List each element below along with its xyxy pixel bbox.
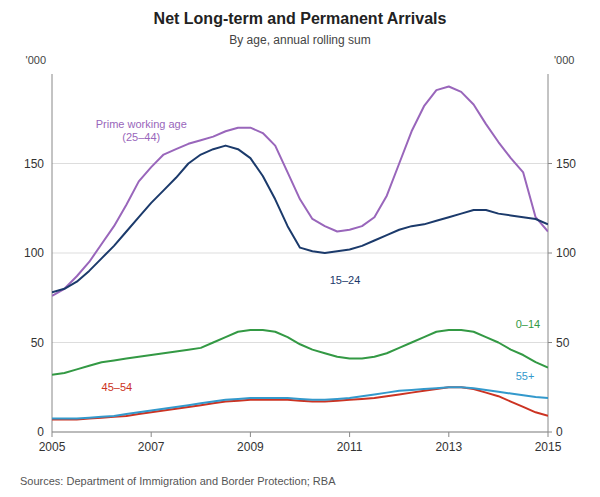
series-label-line: Prime working age (96, 118, 187, 130)
y2-axis-label: '000 (554, 54, 574, 66)
source: Sources: Department of Immigration and B… (20, 475, 336, 487)
y2-tick (548, 253, 552, 254)
series-label-line: (25–44) (122, 131, 160, 143)
x-tick (52, 432, 53, 437)
y2-tick-label: 150 (556, 157, 576, 171)
series-line (52, 87, 548, 296)
y2-tick-label: 100 (556, 246, 576, 260)
series-label: Prime working age(25–44) (96, 118, 187, 143)
x-tick (349, 432, 350, 437)
x-tick-label: 2013 (435, 440, 462, 454)
grid-line (52, 253, 548, 254)
x-tick (448, 432, 449, 437)
grid-line (52, 432, 548, 433)
title: Net Long-term and Permanent Arrivals (154, 10, 447, 27)
series-label-line: 0–14 (516, 318, 540, 330)
y2-tick (548, 432, 552, 433)
y-axis-label: '000 (26, 54, 46, 66)
series-label: 15–24 (330, 274, 361, 286)
x-tick (548, 432, 549, 437)
axes: 0 50 100 150 0 50 100 150 2005 2007 2009 2011 2013 20… (24, 74, 576, 454)
x-tick-label: 2005 (39, 440, 66, 454)
x-tick-label: 2011 (337, 440, 363, 454)
y-axis-line (52, 74, 53, 432)
series-line (52, 146, 548, 293)
series-label: 45–54 (102, 381, 133, 393)
x-tick (151, 432, 152, 437)
series-label: 0–14 (516, 318, 540, 330)
grid-line (52, 163, 548, 164)
x-tick (250, 432, 251, 437)
series-label: 55+ (516, 370, 535, 382)
x-tick-label: 2009 (237, 440, 264, 454)
series-labels: Prime working age(25–44) 15–24 0–14 45–54 55… (96, 118, 541, 393)
series-label-line: 45–54 (102, 381, 133, 393)
series-label-line: 15–24 (330, 274, 361, 286)
y-tick-label: 100 (24, 246, 44, 260)
series-label-line: 55+ (516, 370, 535, 382)
y-tick-label: 150 (24, 157, 44, 171)
y-tick-label: 50 (31, 336, 45, 350)
lines (52, 87, 548, 420)
chart: Net Long-term and Permanent Arrivals By a… (0, 0, 600, 497)
series-line (52, 330, 548, 375)
y2-tick-label: 0 (556, 425, 563, 439)
grid-line (52, 342, 548, 343)
subtitle: By age, annual rolling sum (229, 33, 370, 47)
x-tick-label: 2015 (535, 440, 562, 454)
y2-tick (548, 342, 552, 343)
x-axis-line (52, 432, 548, 433)
y-tick-label: 0 (37, 425, 44, 439)
y2-tick-label: 50 (556, 336, 570, 350)
y2-tick (548, 163, 552, 164)
x-tick-label: 2007 (138, 440, 165, 454)
